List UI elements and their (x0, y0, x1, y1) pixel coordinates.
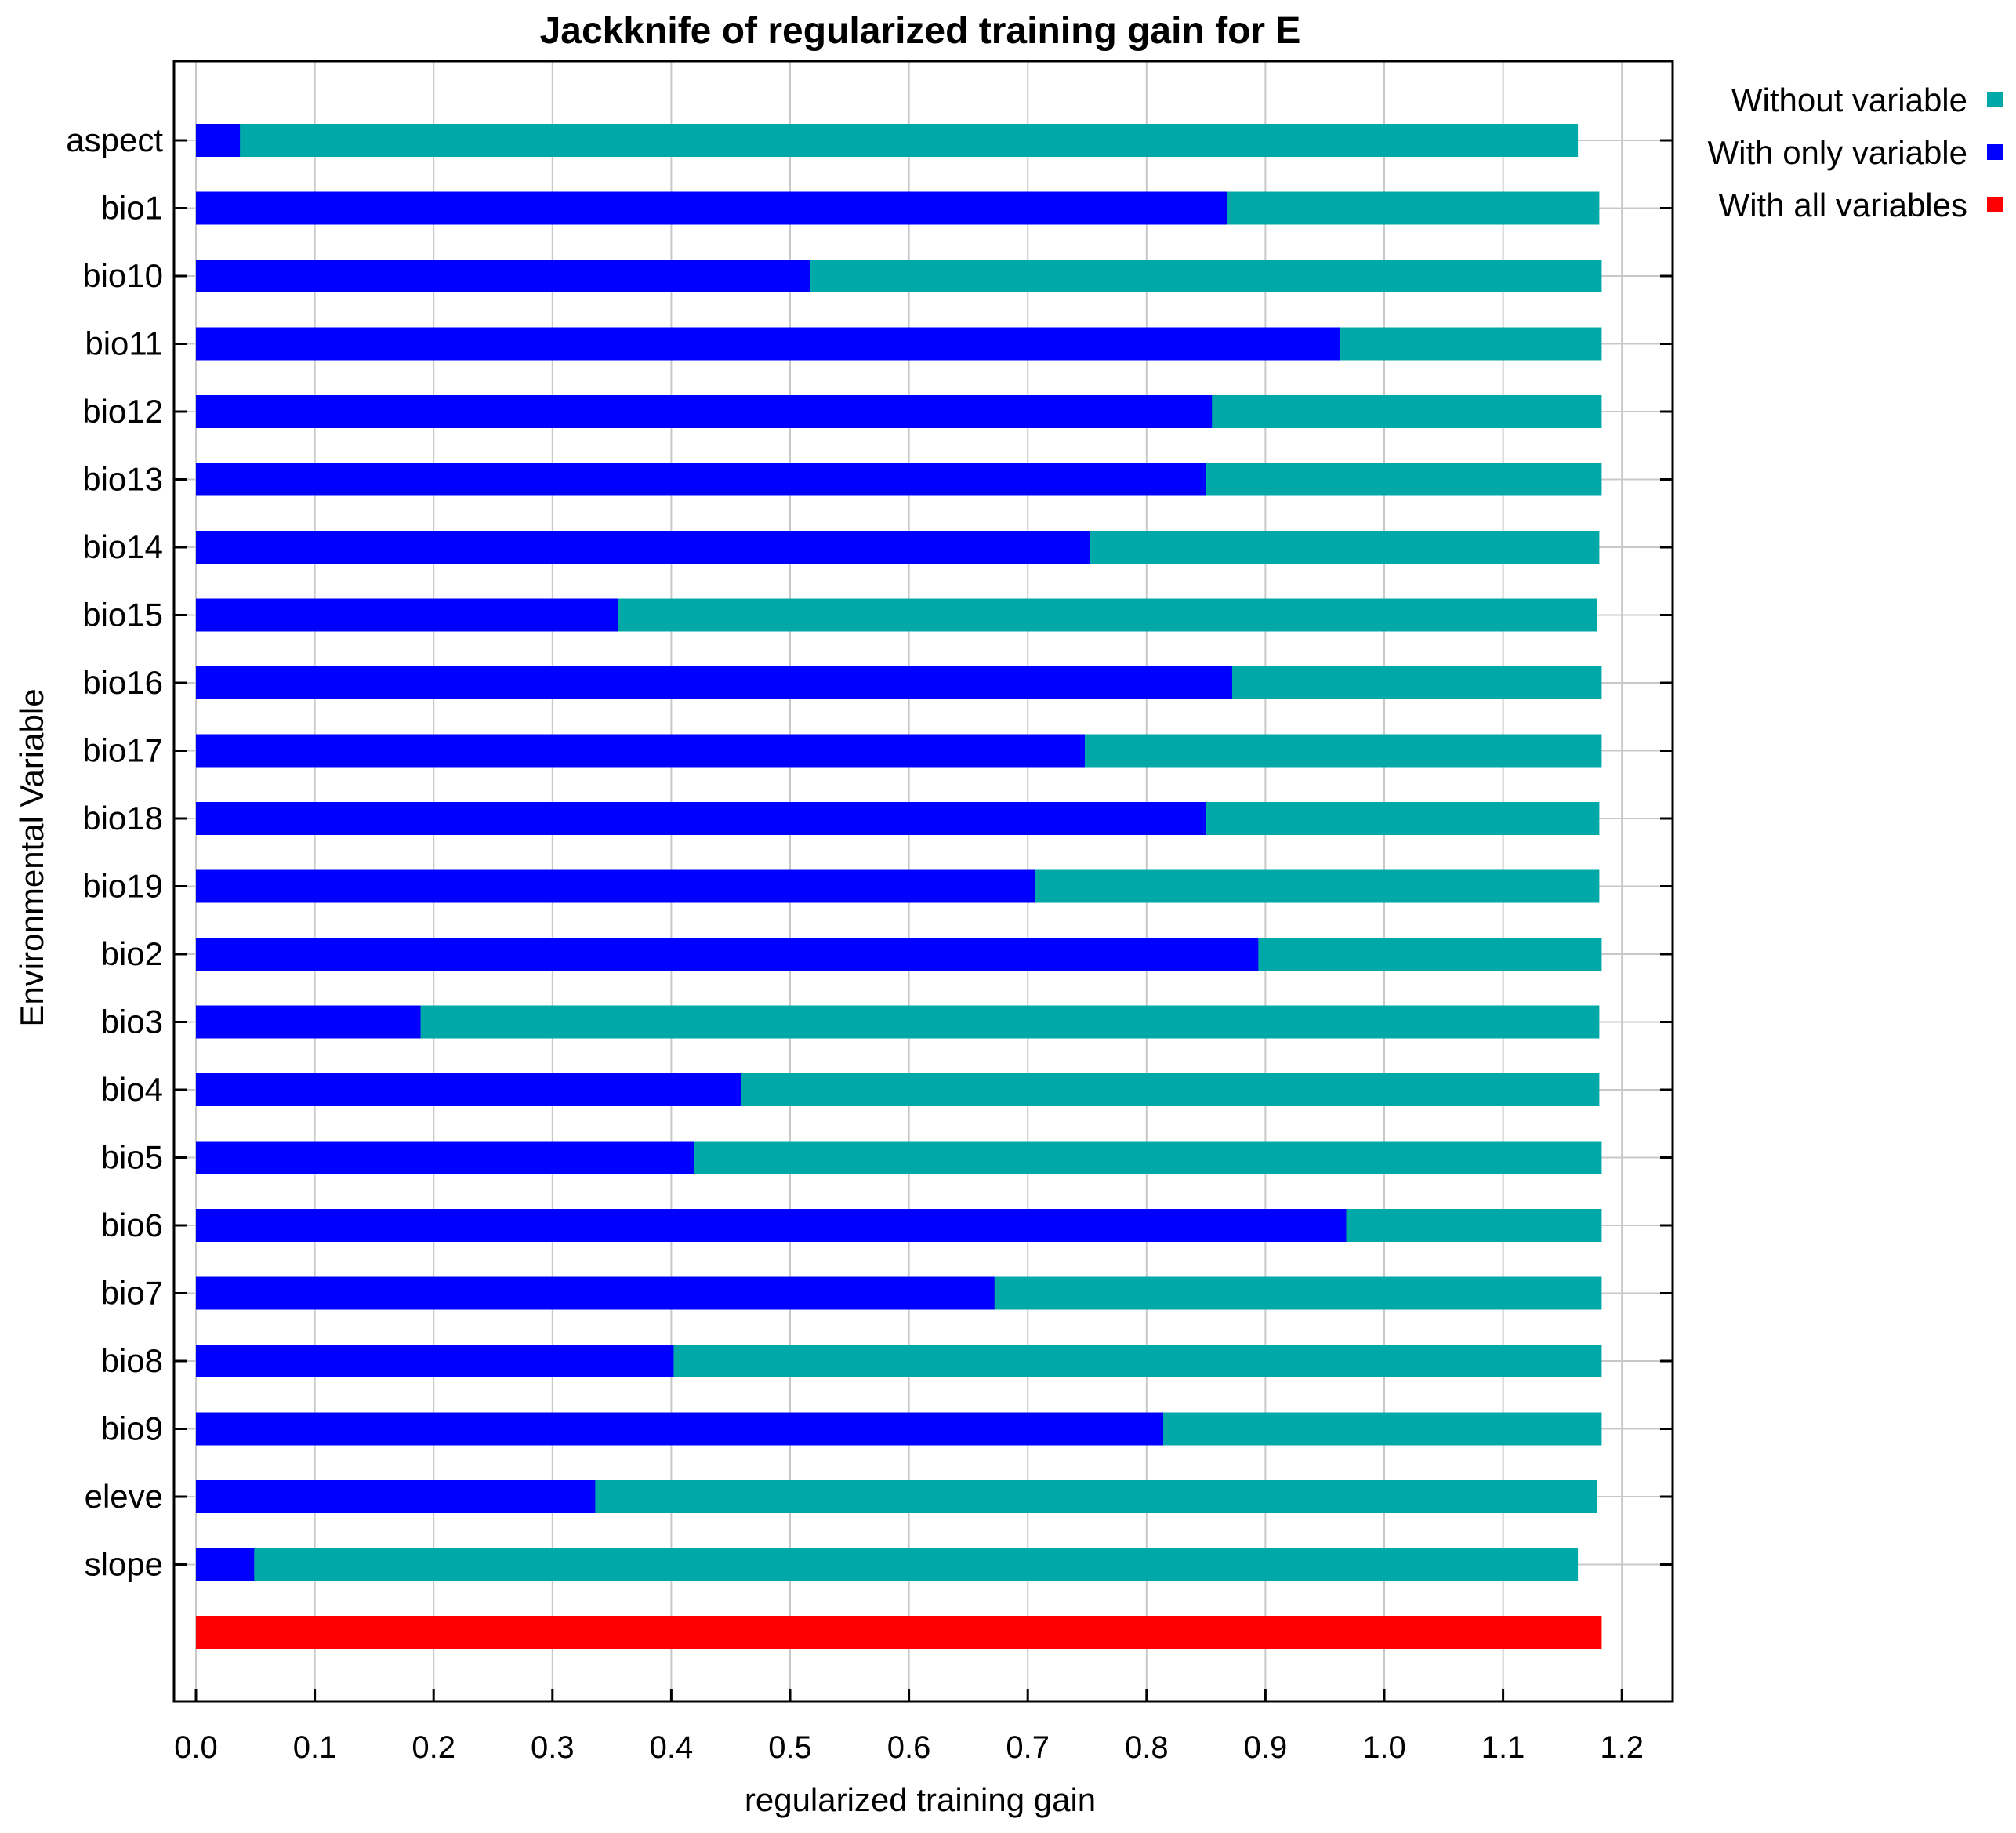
y-tick-label: bio2 (101, 935, 163, 972)
x-tick-label: 0.7 (1006, 1730, 1050, 1765)
legend-swatch (1987, 197, 2003, 212)
chart-title: Jackknife of regularized training gain f… (540, 10, 1301, 52)
bar-all-variables (196, 1616, 1602, 1649)
bar-only-bio1 (196, 191, 1227, 225)
bar-only-bio16 (196, 666, 1232, 699)
bar-without-bio3 (196, 1005, 1600, 1039)
bar-only-bio7 (196, 1276, 995, 1310)
legend: Without variable With only variable With a… (1708, 82, 2003, 223)
y-tick-label: bio15 (82, 597, 163, 633)
y-axis-label: Environmental Variable (13, 688, 50, 1026)
y-tick-label: bio12 (82, 393, 163, 430)
bar-only-bio18 (196, 802, 1206, 835)
y-tick-label: bio5 (101, 1139, 163, 1176)
x-tick-label: 0.3 (531, 1730, 575, 1765)
legend-swatch (1987, 144, 2003, 160)
bar-only-bio5 (196, 1141, 694, 1174)
x-axis-label: regularized training gain (745, 1781, 1096, 1818)
y-tick-label: bio8 (101, 1342, 163, 1379)
bar-only-bio10 (196, 260, 810, 292)
bar-only-bio19 (196, 869, 1035, 903)
bar-only-bio4 (196, 1073, 741, 1106)
y-tick-label: bio13 (82, 461, 163, 498)
bar-only-bio9 (196, 1412, 1164, 1446)
bar-only-bio2 (196, 938, 1259, 971)
y-tick-label: bio17 (82, 732, 163, 769)
x-tick-label: 0.0 (174, 1730, 218, 1765)
bar-only-bio12 (196, 395, 1213, 428)
x-tick-label: 0.8 (1125, 1730, 1169, 1765)
x-tick-label: 1.0 (1362, 1730, 1406, 1765)
y-tick-label: eleve (85, 1478, 163, 1515)
legend-swatch (1987, 92, 2003, 107)
y-tick-label: bio3 (101, 1004, 163, 1040)
x-tick-label: 1.2 (1600, 1730, 1644, 1765)
y-tick-label: bio11 (85, 325, 163, 362)
bar-without-slope (196, 1548, 1579, 1581)
bar-only-bio14 (196, 531, 1090, 564)
y-tick-label: bio1 (101, 190, 163, 227)
bars (196, 124, 1602, 1649)
x-tick-label: 0.1 (293, 1730, 337, 1765)
x-tick-label: 0.4 (650, 1730, 694, 1765)
legend-label: With only variable (1708, 134, 1967, 171)
x-tick-label: 0.5 (768, 1730, 812, 1765)
x-tick-label: 0.2 (412, 1730, 455, 1765)
x-ticks: 0.0 0.1 0.2 0.3 0.4 0.5 0.6 0.7 0.8 0.9 1.0 1.1 1.2 (174, 1689, 1644, 1765)
bar-only-bio3 (196, 1005, 421, 1039)
bar-only-bio17 (196, 734, 1085, 768)
y-tick-label: bio16 (82, 664, 163, 701)
legend-label: With all variables (1719, 187, 1967, 223)
y-ticks: aspect bio1 bio10 bio11 bio12 bio13 bio14 bio15… (66, 122, 1673, 1583)
y-tick-label: bio7 (101, 1275, 163, 1312)
bar-only-bio13 (196, 463, 1206, 496)
bar-without-aspect (196, 124, 1579, 157)
y-tick-label: slope (85, 1546, 163, 1583)
x-tick-label: 0.6 (887, 1730, 931, 1765)
x-tick-label: 0.9 (1244, 1730, 1288, 1765)
x-tick-label: 1.1 (1481, 1730, 1525, 1765)
y-tick-label: bio6 (101, 1207, 163, 1243)
bar-only-bio8 (196, 1345, 674, 1377)
bar-only-slope (196, 1548, 255, 1581)
bar-only-aspect (196, 124, 241, 157)
bar-only-bio6 (196, 1209, 1347, 1242)
y-tick-label: bio14 (82, 528, 163, 565)
plot-frame (172, 60, 1674, 1703)
y-tick-label: aspect (66, 122, 163, 158)
bar-only-bio11 (196, 327, 1340, 361)
y-tick-label: bio19 (82, 868, 163, 905)
y-tick-label: bio18 (82, 800, 163, 837)
y-tick-label: bio10 (82, 257, 163, 294)
legend-label: Without variable (1731, 82, 1967, 118)
bar-only-eleve (196, 1480, 596, 1513)
y-tick-label: bio9 (101, 1410, 163, 1447)
y-tick-label: bio4 (101, 1071, 163, 1108)
bar-only-bio15 (196, 598, 618, 632)
